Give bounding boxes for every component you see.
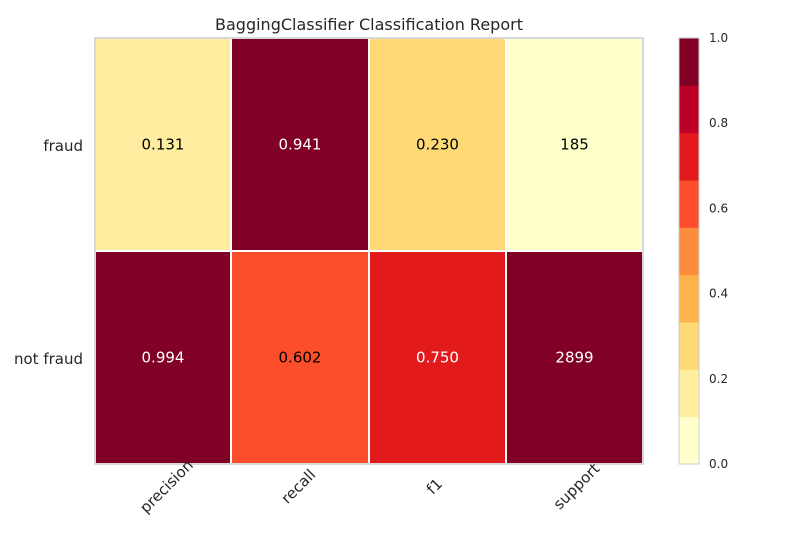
cell-not-fraud-precision xyxy=(94,250,232,465)
col-label-f1: f1 xyxy=(423,475,446,498)
colorbar-band-7 xyxy=(679,85,699,134)
col-label-recall: recall xyxy=(278,466,320,508)
colorbar-band-2 xyxy=(679,322,699,370)
colorbar-frame xyxy=(678,37,700,465)
col-label-support: support xyxy=(550,460,604,514)
cell-fraud-precision xyxy=(94,37,232,252)
heatmap-cells xyxy=(94,37,644,465)
colorbar-band-4 xyxy=(679,227,699,276)
colorbar-band-0 xyxy=(679,416,699,465)
colorbar-tick-0.4: 0.4 xyxy=(709,287,728,301)
heatmap-cell-labels: 0.131 0.941 0.230 185 0.994 0.602 0.750 2899 xyxy=(142,136,594,367)
row-label-fraud: fraud xyxy=(43,137,83,155)
cell-fraud-recall xyxy=(230,37,370,252)
plot-frame xyxy=(94,37,644,465)
colorbar-band-1 xyxy=(679,369,699,418)
colorbar-tick-1.0: 1.0 xyxy=(709,31,728,45)
cell-label-fraud-precision: 0.131 xyxy=(142,136,185,154)
colorbar-band-6 xyxy=(679,132,699,181)
colorbar-tick-0.6: 0.6 xyxy=(709,201,728,215)
col-label-precision: precision xyxy=(136,456,197,517)
colorbar-tick-0.2: 0.2 xyxy=(709,372,728,386)
cell-label-not-fraud-recall: 0.602 xyxy=(279,349,322,367)
cell-label-not-fraud-f1: 0.750 xyxy=(416,349,459,367)
cell-label-not-fraud-support: 2899 xyxy=(555,349,593,367)
cell-label-fraud-f1: 0.230 xyxy=(416,136,459,154)
cell-not-fraud-recall xyxy=(230,250,370,465)
colorbar-tick-0.8: 0.8 xyxy=(709,116,728,130)
cell-label-not-fraud-precision: 0.994 xyxy=(142,349,185,367)
cell-not-fraud-support xyxy=(505,250,644,465)
colorbar xyxy=(679,38,699,465)
chart-title: BaggingClassifier Classification Report xyxy=(215,15,523,34)
colorbar-ticks: 0.0 0.2 0.4 0.6 0.8 1.0 xyxy=(709,31,728,471)
colorbar-tick-0.0: 0.0 xyxy=(709,457,728,471)
cell-fraud-support xyxy=(505,37,644,252)
cell-label-fraud-support: 185 xyxy=(560,136,589,154)
colorbar-band-5 xyxy=(679,180,699,228)
row-label-not-fraud: not fraud xyxy=(14,350,83,368)
colorbar-band-8 xyxy=(679,38,699,86)
cell-label-fraud-recall: 0.941 xyxy=(279,136,322,154)
colorbar-band-3 xyxy=(679,274,699,323)
